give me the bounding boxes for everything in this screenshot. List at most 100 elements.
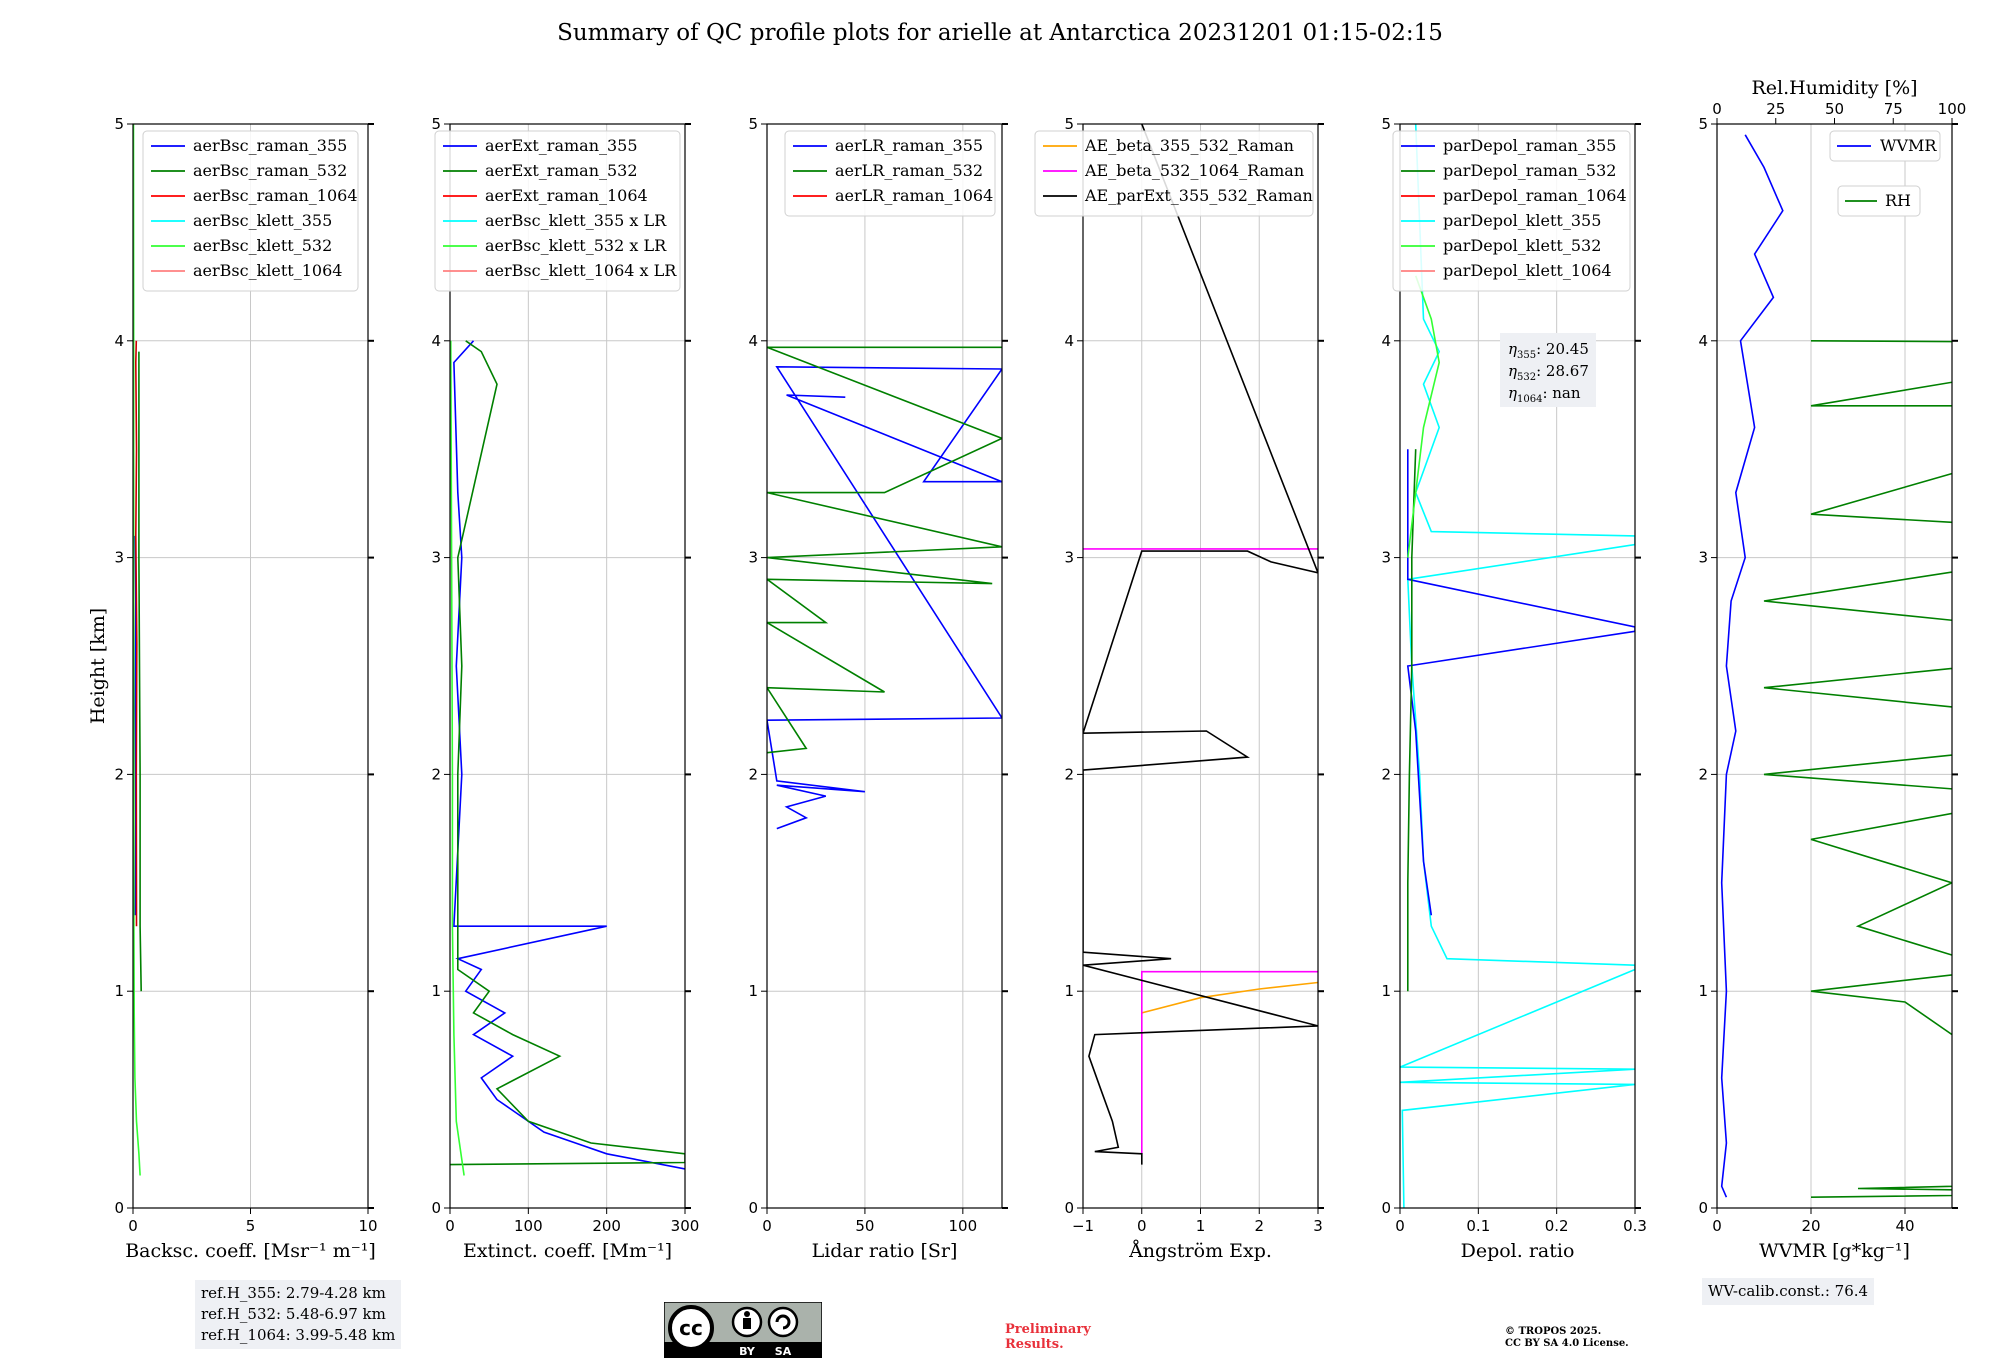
series-RH [1763, 340, 1952, 1198]
x-tick-label: 1 [1196, 1217, 1206, 1235]
legend-label: aerBsc_klett_1064 x LR [485, 261, 677, 280]
legend-box [142, 130, 359, 292]
legend-label: aerLR_raman_532 [835, 161, 983, 180]
x-tick-label: 0 [1395, 1217, 1405, 1235]
y-tick-label: 2 [1381, 765, 1391, 783]
ref-height-355: ref.H_355: 2.79-4.28 km [201, 1284, 386, 1302]
panel-1: 0 5 10 0 1 2 3 4 5 Backsc. coeff. [Msr⁻¹ m⁻¹] Heig… [87, 115, 378, 1262]
legend-label: aerLR_raman_1064 [835, 186, 993, 205]
legend: aerLR_raman_355 aerLR_raman_532 aerLR_rama… [784, 130, 996, 217]
ref-height-1064: ref.H_1064: 3.99-5.48 km [201, 1326, 396, 1344]
figure-title: Summary of QC profile plots for arielle … [557, 20, 1443, 46]
legend: aerExt_raman_355 aerExt_raman_532 aerExt_r… [434, 130, 681, 292]
panel-6: 0 20 40 0 1 2 3 4 5 WVMR [g*kg⁻¹] 0 25 50 75 100 Rel.Hu… [1698, 77, 1967, 1262]
legend-label: parDepol_klett_355 [1443, 211, 1601, 230]
x-axis-label: WVMR [g*kg⁻¹] [1759, 1240, 1910, 1262]
sa-label: SA [775, 1345, 792, 1358]
legend-label: parDepol_raman_1064 [1443, 186, 1627, 205]
series-aerExt_raman_532 [450, 340, 685, 1166]
eta-line: η1064: nan [1508, 384, 1581, 405]
y-tick-label: 5 [1064, 115, 1074, 133]
preliminary-results-note: Preliminary Results. [1005, 1322, 1091, 1352]
legend-box [434, 130, 681, 292]
series-group [767, 346, 1002, 830]
legend-label: parDepol_klett_532 [1443, 236, 1601, 255]
top-tick-label: 100 [1938, 100, 1967, 118]
legend-label: AE_beta_532_1064_Raman [1084, 161, 1304, 180]
series-AE_beta_532_1064_Raman [1141, 970, 1318, 1154]
x-axis-label: Extinct. coeff. [Mm⁻¹] [463, 1240, 672, 1262]
x-tick-label: 3 [1313, 1217, 1323, 1235]
cc-icon [668, 1305, 714, 1351]
series-aerExt_raman_355 [453, 340, 685, 1170]
series-group [133, 124, 142, 1176]
y-tick-label: 0 [1698, 1199, 1708, 1217]
y-tick-label: 3 [1698, 549, 1708, 567]
copyright-line-2: CC BY SA 4.0 License. [1505, 1338, 1629, 1349]
y-tick-label: 3 [431, 549, 441, 567]
wv-calibration-box: WV-calib.const.: 76.4 [1702, 1278, 1875, 1305]
x-tick-label: 0 [1712, 1217, 1722, 1235]
eta-line: η355: 20.45 [1508, 340, 1589, 361]
x-tick-label: 300 [671, 1217, 700, 1235]
series-aerBsc_raman_1064 [134, 340, 138, 927]
legend-label: aerBsc_klett_355 x LR [485, 211, 667, 230]
y-tick-label: 0 [1064, 1199, 1074, 1217]
axes-frame [766, 123, 1003, 1209]
legend-label: AE_parExt_355_532_Raman [1084, 186, 1313, 205]
series-parDepol_raman_532 [1407, 449, 1417, 992]
series-group [1400, 124, 1635, 1208]
y-tick-label: 2 [114, 765, 124, 783]
y-tick-label: 5 [1698, 115, 1708, 133]
x-axis-label: Depol. ratio [1461, 1240, 1575, 1262]
y-tick-label: 4 [1381, 332, 1391, 350]
x-tick-label: 0 [1137, 1217, 1147, 1235]
y-tick-label: 4 [1064, 332, 1074, 350]
series-group [1083, 124, 1318, 1165]
panel-2: 0 100 200 300 0 1 2 3 4 5 Extinct. coeff. [Mm⁻¹] ae… [431, 115, 699, 1262]
series-aerBsc_raman_532 [138, 351, 142, 992]
y-tick-label: 2 [431, 765, 441, 783]
series-aerLR_raman_532 [767, 346, 1002, 754]
x-tick-label: 0 [762, 1217, 772, 1235]
legend-label: AE_beta_355_532_Raman [1084, 136, 1294, 155]
y-tick-label: 0 [748, 1199, 758, 1217]
legend-box [1392, 130, 1631, 292]
x-tick-label: 20 [1801, 1217, 1820, 1235]
series-group [1720, 134, 1952, 1198]
legend: parDepol_raman_355 parDepol_raman_532 parD… [1392, 130, 1631, 292]
y-tick-label: 4 [1698, 332, 1708, 350]
x-tick-label: 0 [445, 1217, 455, 1235]
eta-line: η532: 28.67 [1508, 362, 1589, 383]
legend-label: aerBsc_klett_1064 [193, 261, 342, 280]
legend-label: aerBsc_raman_355 [193, 136, 347, 155]
x-tick-label: 100 [949, 1217, 978, 1235]
series-parDepol_klett_355 [1400, 124, 1635, 1208]
y-tick-label: 2 [748, 765, 758, 783]
x-tick-label: 40 [1895, 1217, 1914, 1235]
x-axis-label: Backsc. coeff. [Msr⁻¹ m⁻¹] [125, 1240, 376, 1262]
y-tick-label: 5 [1381, 115, 1391, 133]
panel-3: 0 50 100 0 1 2 3 4 5 Lidar ratio [Sr] aerLR_raman_… [748, 115, 1008, 1262]
x-tick-label: 0.3 [1623, 1217, 1647, 1235]
x-tick-label: 10 [358, 1217, 377, 1235]
y-tick-label: 4 [431, 332, 441, 350]
cc-text: cc [679, 1316, 703, 1340]
axes-frame [449, 123, 686, 1209]
y-tick-label: 1 [1064, 982, 1074, 1000]
legend: AE_beta_355_532_Raman AE_beta_532_1064_Ra… [1034, 130, 1314, 217]
y-tick-label: 1 [114, 982, 124, 1000]
x-tick-label: 5 [246, 1217, 256, 1235]
x-tick-label: 200 [592, 1217, 621, 1235]
x-tick-label: 0 [128, 1217, 138, 1235]
axes-frame [1399, 123, 1636, 1209]
sa-icon [767, 1306, 799, 1338]
series-aerBsc_klett_532 [133, 124, 141, 1176]
top-tick-label: 0 [1712, 100, 1722, 118]
panel-5: 0 0.1 0.2 0.3 0 1 2 3 4 5 Depol. ratio parDepol_ram… [1381, 115, 1646, 1262]
legend-label: WVMR [1880, 136, 1937, 155]
x-axis-label: Lidar ratio [Sr] [812, 1240, 958, 1262]
legend-label: aerExt_raman_532 [485, 161, 638, 180]
